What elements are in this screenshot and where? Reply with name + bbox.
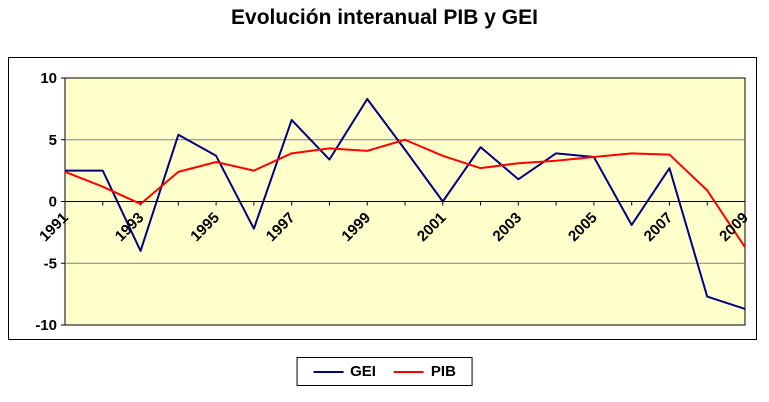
series-line-gei <box>65 97 746 310</box>
legend-item-pib: PIB <box>393 363 456 380</box>
legend-label-gei: GEI <box>350 363 376 380</box>
chart-frame: 10 5 0 -5 -10 1991 1993 1995 1997 1999 2001 2003 200… <box>8 57 757 340</box>
chart-title: Evolución interanual PIB y GEI <box>231 6 538 29</box>
y-tick-label: 5 <box>49 132 57 149</box>
gei-line-sample-icon <box>313 370 344 373</box>
y-tick-label: 10 <box>40 70 57 87</box>
y-tick-label: -10 <box>35 317 57 334</box>
y-tick-label: -5 <box>44 255 57 272</box>
pib-line-sample-icon <box>393 370 424 373</box>
legend: GEI PIB <box>296 357 473 386</box>
legend-item-gei: GEI <box>313 363 376 380</box>
series-line-pib <box>64 138 746 248</box>
legend-label-pib: PIB <box>430 363 456 380</box>
y-tick-label: 0 <box>49 194 57 211</box>
